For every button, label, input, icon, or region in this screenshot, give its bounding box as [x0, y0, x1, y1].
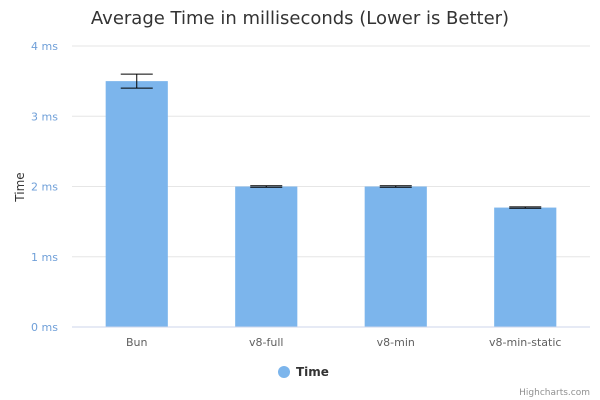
- y-axis-label: Time: [13, 172, 27, 202]
- bar[interactable]: [105, 81, 168, 327]
- x-tick-label: v8-full: [249, 336, 283, 349]
- x-axis-ticks: Bun v8-full v8-min v8-min-static: [126, 336, 561, 349]
- y-tick-label: 4 ms: [31, 40, 58, 53]
- x-tick-label: v8-min-static: [489, 336, 561, 349]
- legend-item-time[interactable]: Time: [278, 365, 329, 379]
- bars: [105, 81, 557, 328]
- bar[interactable]: [494, 207, 557, 327]
- chart-title: Average Time in milliseconds (Lower is B…: [91, 8, 509, 29]
- legend-label: Time: [296, 365, 329, 379]
- credits-link[interactable]: Highcharts.com: [519, 388, 590, 398]
- y-tick-label: 0 ms: [31, 321, 58, 334]
- y-tick-label: 1 ms: [31, 251, 58, 264]
- bar[interactable]: [235, 186, 298, 328]
- error-bars: [120, 73, 542, 209]
- y-tick-label: 3 ms: [31, 110, 58, 123]
- y-axis-ticks: 0 ms 1 ms 2 ms 3 ms 4 ms: [31, 40, 58, 334]
- x-tick-label: v8-min: [377, 336, 415, 349]
- y-tick-label: 2 ms: [31, 181, 58, 194]
- x-tick-label: Bun: [126, 336, 148, 349]
- bar[interactable]: [364, 186, 427, 328]
- legend-symbol: [278, 366, 290, 378]
